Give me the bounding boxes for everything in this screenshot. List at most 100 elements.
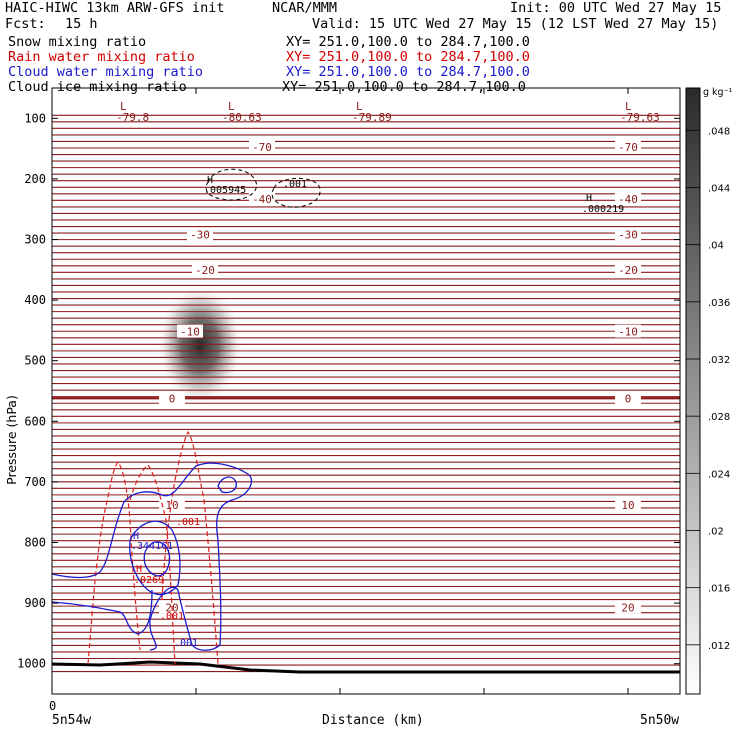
cw-contour-value: .001: [174, 638, 198, 649]
low-3-value: -79.89: [352, 111, 392, 124]
cloud-water-contours: [51, 462, 253, 651]
x-axis-title: Distance (km): [322, 713, 424, 728]
isotherm-line: [51, 631, 681, 634]
isotherm-line: [51, 297, 681, 300]
isotherm-line: [51, 258, 681, 261]
isotherm-line: [51, 428, 681, 431]
isotherm-label-right: 10: [621, 499, 634, 512]
isotherm-line: [51, 284, 681, 287]
isotherm-line: [51, 389, 681, 392]
isotherm-line: [51, 644, 681, 647]
isotherm-line: [51, 127, 681, 130]
field-cloudwater-xy: XY= 251.0,100.0 to 284.7,100.0: [286, 64, 530, 80]
isotherm-line: [51, 336, 681, 339]
isotherm-line: [51, 166, 681, 169]
isotherm-line: [51, 572, 681, 575]
isotherm-line: [51, 624, 681, 627]
y-tick-label-400: 400: [24, 293, 46, 307]
isotherm-line: [51, 323, 681, 326]
isotherm-line: [51, 160, 681, 162]
valid-time: Valid: 15 UTC Wed 27 May 15 (12 LST Wed …: [312, 16, 719, 32]
colorbar-tick-label: .048: [708, 126, 730, 137]
isotherm-line: [51, 140, 681, 143]
isotherm-line: [51, 651, 681, 653]
low-3-letter: L: [356, 100, 363, 113]
low-4-value: -79.63: [620, 111, 660, 124]
isotherm-label-left: 10: [165, 499, 178, 512]
isotherm-line: [51, 526, 681, 529]
isotherm-line: [51, 251, 681, 254]
isotherm-line: [51, 343, 681, 346]
isotherm-line: [51, 415, 681, 418]
isotherm-line: [51, 448, 681, 451]
isotherm-line: [51, 664, 681, 667]
colorbar-tick-label: .024: [708, 469, 730, 480]
low-1-value: -79.8: [116, 111, 149, 124]
isotherm-label-bg: [615, 227, 641, 241]
y-tick-label-800: 800: [24, 536, 46, 550]
isotherm-line: [51, 219, 681, 221]
isotherm-label-left: -10: [180, 326, 200, 339]
isotherm-line: [51, 579, 681, 581]
ice-high-2-letter: H: [586, 193, 592, 204]
isotherm-line: [51, 199, 681, 202]
isotherm-label-bg: [615, 191, 641, 205]
x-axis-ticks: [51, 88, 629, 694]
rain-annotations: H .0269 .001 .001: [134, 517, 200, 622]
isotherm-line: [51, 245, 681, 248]
isotherm-label-bg: [615, 497, 641, 511]
low-2-letter: L: [228, 100, 235, 113]
y-tick-label-300: 300: [24, 233, 46, 247]
low-2-value: -80.63: [222, 111, 262, 124]
colorbar-tick-label: .036: [708, 298, 730, 309]
x-tick-zero: 0: [49, 699, 56, 713]
isotherm-line: [51, 605, 681, 608]
isotherm-line: [51, 120, 681, 123]
isotherm-line: [51, 349, 681, 352]
colorbar-tick-label: .012: [708, 641, 730, 652]
isotherm-line: [51, 500, 681, 503]
isotherm-line: [51, 552, 681, 555]
isotherm-line: [51, 539, 681, 542]
rain-contours: [87, 430, 219, 665]
colorbar-tick-label: .032: [708, 355, 730, 366]
y-tick-label-100: 100: [24, 111, 46, 125]
y-tick-label-500: 500: [24, 354, 46, 368]
isotherm-line: [51, 480, 681, 483]
rain-contour-value-1: .001: [176, 517, 200, 528]
isotherm-line: [51, 585, 681, 588]
field-cloudwater-name: Cloud water mixing ratio: [8, 64, 204, 80]
low-markers: L -79.8 L -80.63 L -79.89 L -79.63: [116, 100, 660, 124]
isotherm-line: [51, 290, 681, 293]
isotherm-label-bg: [615, 600, 641, 614]
ice-high-2-value: .000219: [582, 204, 624, 215]
field-rain-xy: XY= 251.0,100.0 to 284.7,100.0: [286, 49, 530, 65]
isotherm-line: [51, 212, 681, 215]
isotherm-line: [51, 369, 681, 372]
isotherm-line: [51, 408, 681, 411]
terrain-line: [51, 660, 680, 674]
isotherm-line: [51, 179, 681, 182]
isotherm-line: [51, 225, 681, 228]
x-left-location: 5n54w: [52, 713, 91, 728]
isotherm-label-bg: [615, 139, 641, 153]
isotherm-line: [51, 147, 681, 149]
field-snow-xy: XY= 251.0,100.0 to 284.7,100.0: [286, 34, 530, 50]
isotherm-line: [51, 533, 681, 535]
isotherm-line: [51, 278, 681, 280]
isotherm-label-bg: [187, 227, 213, 241]
isotherm-line: [51, 206, 681, 208]
isotherm-line: [51, 395, 681, 398]
isotherm-line: [51, 192, 681, 195]
forecast-hours: 15 h: [65, 16, 98, 32]
isotherm-lines: [51, 114, 681, 673]
isotherm-line: [51, 487, 681, 490]
colorbar-tick-label: .016: [708, 584, 730, 595]
cloud-ice-contours: [205, 168, 321, 208]
isotherm-line: [51, 638, 681, 640]
y-tick-label-900: 900: [24, 596, 46, 610]
cw-high-value: .344161: [131, 541, 173, 552]
